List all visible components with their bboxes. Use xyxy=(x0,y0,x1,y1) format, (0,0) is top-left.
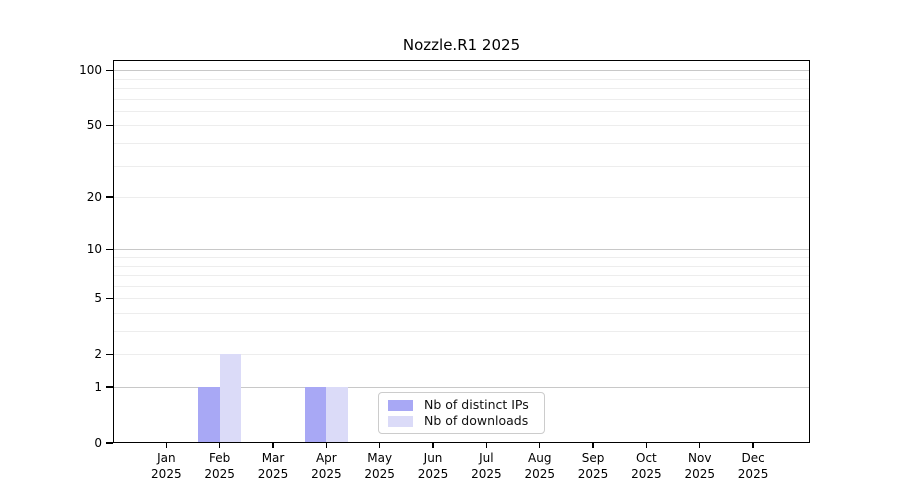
y-tick-mark xyxy=(106,386,113,388)
x-tick-mark xyxy=(379,443,381,448)
legend-label: Nb of downloads xyxy=(424,413,529,428)
x-tick-label: Aug 2025 xyxy=(500,450,580,482)
plot-area: Nb of distinct IPs Nb of downloads xyxy=(113,60,810,443)
y-tick-label: 100 xyxy=(79,62,102,77)
legend-entry: Nb of downloads xyxy=(388,414,536,428)
x-tick-year: 2025 xyxy=(631,467,662,481)
x-tick-year: 2025 xyxy=(204,467,235,481)
minor-gridline xyxy=(114,354,809,356)
x-tick-month: Aug xyxy=(528,451,552,465)
minor-gridline xyxy=(114,125,809,127)
legend-swatch-downloads xyxy=(388,415,413,427)
x-tick-label: May 2025 xyxy=(340,450,420,482)
minor-gridline xyxy=(114,110,809,112)
minor-gridline xyxy=(114,165,809,167)
legend-swatch-distinct-ips xyxy=(388,399,413,411)
minor-gridline xyxy=(114,197,809,199)
x-tick-mark xyxy=(699,443,701,448)
major-gridline xyxy=(114,249,809,251)
bar-downloads xyxy=(326,387,348,442)
x-tick-mark xyxy=(272,443,274,448)
minor-gridline xyxy=(114,265,809,267)
x-tick-label: Jul 2025 xyxy=(446,450,526,482)
x-tick-year: 2025 xyxy=(737,467,769,481)
y-tick-mark xyxy=(106,297,113,299)
x-tick-label: Jun 2025 xyxy=(393,450,473,482)
x-tick-year: 2025 xyxy=(471,467,502,481)
x-tick-month: Jun xyxy=(423,451,443,465)
bar-downloads xyxy=(219,354,242,442)
minor-gridline xyxy=(114,312,809,314)
x-tick-month: Feb xyxy=(209,451,231,465)
y-tick-label: 2 xyxy=(94,346,102,361)
y-tick-label: 10 xyxy=(86,241,102,256)
x-tick-year: 2025 xyxy=(364,467,395,481)
x-tick-label: Nov 2025 xyxy=(660,450,740,482)
x-tick-year: 2025 xyxy=(577,467,609,481)
chart-title: Nozzle.R1 2025 xyxy=(402,36,521,54)
x-tick-mark xyxy=(432,443,434,448)
x-tick-month: Jul xyxy=(479,451,494,465)
minor-gridline xyxy=(114,275,809,277)
x-tick-year: 2025 xyxy=(684,467,715,481)
y-tick-label: 50 xyxy=(86,117,102,132)
x-tick-mark xyxy=(165,443,167,448)
x-tick-label: Feb 2025 xyxy=(180,450,260,482)
minor-gridline xyxy=(114,78,809,80)
x-tick-mark xyxy=(592,443,594,448)
legend-entry: Nb of distinct IPs xyxy=(388,398,536,412)
x-tick-year: 2025 xyxy=(257,467,289,481)
x-tick-mark xyxy=(539,443,541,448)
x-tick-mark xyxy=(752,443,754,448)
x-tick-month: Apr xyxy=(315,451,337,465)
y-tick-label: 1 xyxy=(94,379,102,394)
x-tick-label: Apr 2025 xyxy=(286,450,366,482)
minor-gridline xyxy=(114,88,809,90)
x-tick-year: 2025 xyxy=(151,467,182,481)
bar-distinct-ips xyxy=(304,387,327,442)
y-tick-label: 5 xyxy=(94,290,102,305)
minor-gridline xyxy=(114,285,809,287)
x-tick-month: Dec xyxy=(741,451,765,465)
x-tick-month: May xyxy=(367,451,393,465)
x-tick-year: 2025 xyxy=(524,467,555,481)
x-tick-month: Jan xyxy=(157,451,176,465)
x-tick-label: Sep 2025 xyxy=(553,450,633,482)
x-tick-label: Dec 2025 xyxy=(713,450,793,482)
y-tick-mark xyxy=(106,124,113,126)
x-tick-mark xyxy=(645,443,647,448)
x-tick-month: Sep xyxy=(581,451,605,465)
major-gridline xyxy=(114,387,809,388)
x-tick-month: Mar xyxy=(261,451,285,465)
major-gridline xyxy=(114,70,809,72)
x-tick-month: Nov xyxy=(688,451,712,465)
y-tick-mark xyxy=(106,353,113,355)
minor-gridline xyxy=(114,257,809,258)
x-tick-mark xyxy=(325,443,327,448)
y-tick-label: 0 xyxy=(94,435,102,450)
minor-gridline xyxy=(114,143,809,145)
legend-label: Nb of distinct IPs xyxy=(424,397,529,412)
x-tick-year: 2025 xyxy=(417,467,449,481)
y-tick-mark xyxy=(106,196,113,198)
legend: Nb of distinct IPs Nb of downloads xyxy=(378,392,545,434)
x-tick-mark xyxy=(485,443,487,448)
minor-gridline xyxy=(114,331,809,333)
x-tick-label: Mar 2025 xyxy=(233,450,313,482)
minor-gridline xyxy=(114,298,809,300)
x-tick-year: 2025 xyxy=(311,467,342,481)
minor-gridline xyxy=(114,98,809,100)
y-tick-mark xyxy=(106,69,113,71)
x-tick-month: Oct xyxy=(636,451,657,465)
y-tick-mark xyxy=(106,248,113,250)
bar-distinct-ips xyxy=(198,387,220,442)
y-tick-label: 20 xyxy=(86,189,102,204)
x-tick-label: Oct 2025 xyxy=(606,450,686,482)
x-tick-mark xyxy=(219,443,221,448)
y-tick-mark xyxy=(106,442,113,444)
x-tick-label: Jan 2025 xyxy=(126,450,206,482)
